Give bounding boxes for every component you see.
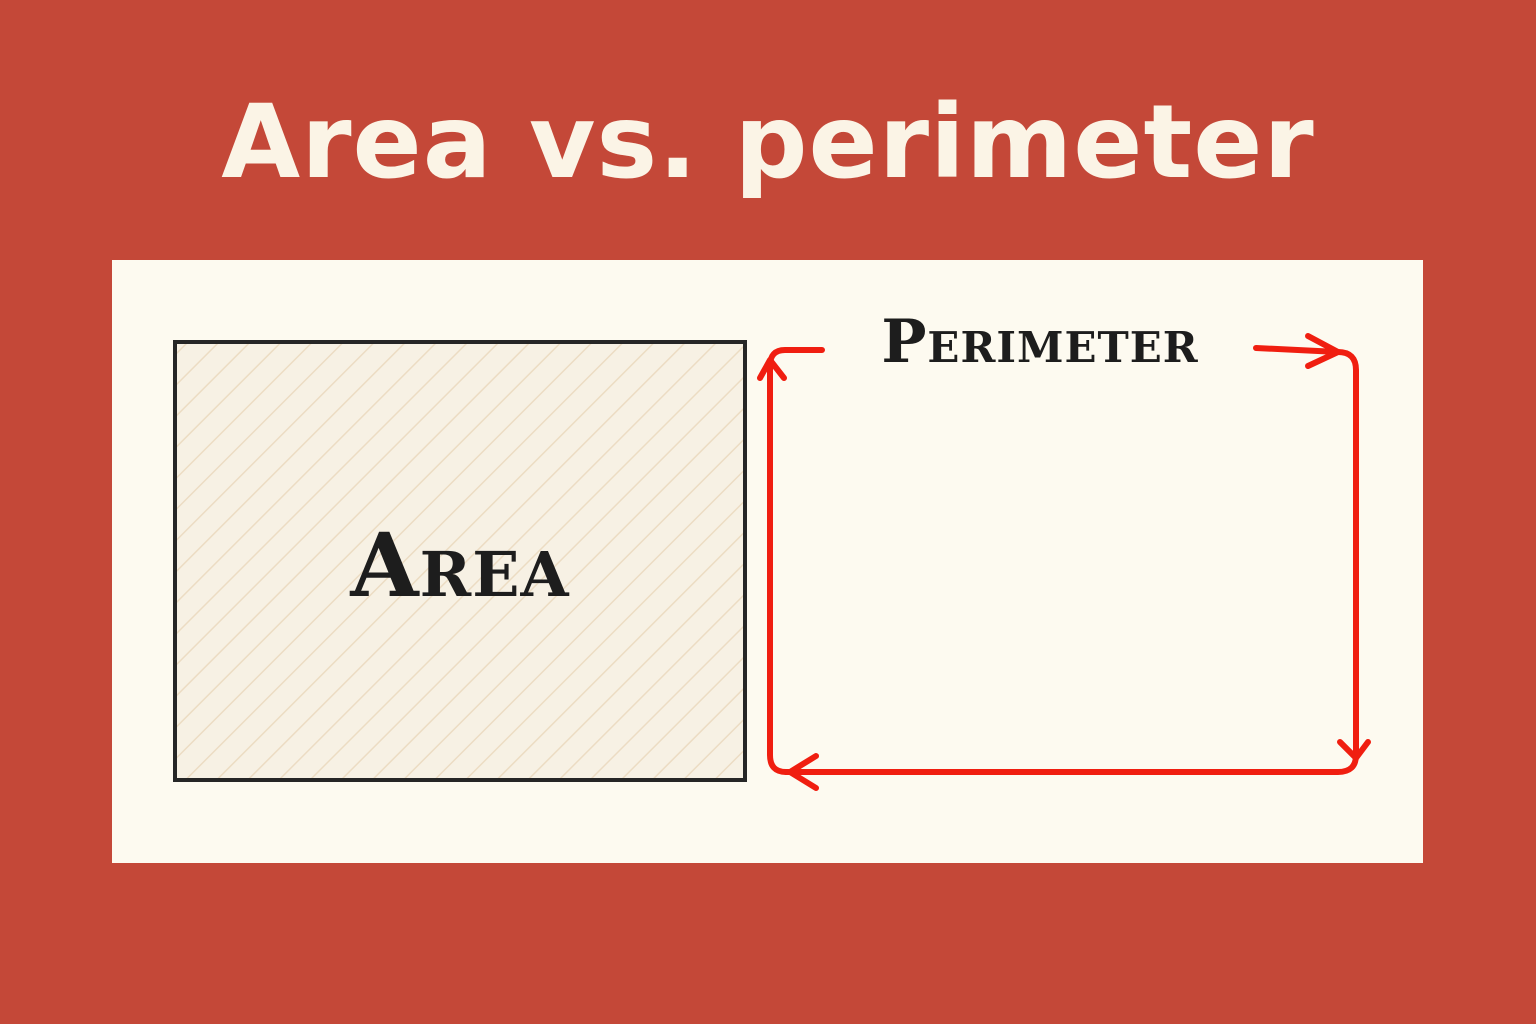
perimeter-right-side bbox=[1335, 349, 1359, 758]
arrow-top-right-icon bbox=[1305, 333, 1341, 369]
arrow-right-down-icon bbox=[1337, 739, 1371, 761]
perimeter-top-left-segment bbox=[767, 347, 825, 369]
perimeter-arrowheads bbox=[757, 333, 1371, 791]
perimeter-left-side bbox=[767, 363, 789, 775]
arrow-bottom-left-icon bbox=[787, 753, 819, 791]
perimeter-path bbox=[767, 345, 1359, 775]
area-label: Area bbox=[350, 513, 570, 617]
perimeter-bottom-side bbox=[783, 752, 1359, 775]
page-title: Area vs. perimeter bbox=[221, 83, 1315, 202]
arrow-left-up-icon bbox=[757, 357, 787, 381]
perimeter-top-right-segment bbox=[1253, 345, 1341, 355]
perimeter-label: Perimeter bbox=[830, 302, 1250, 382]
area-rectangle bbox=[173, 340, 747, 782]
